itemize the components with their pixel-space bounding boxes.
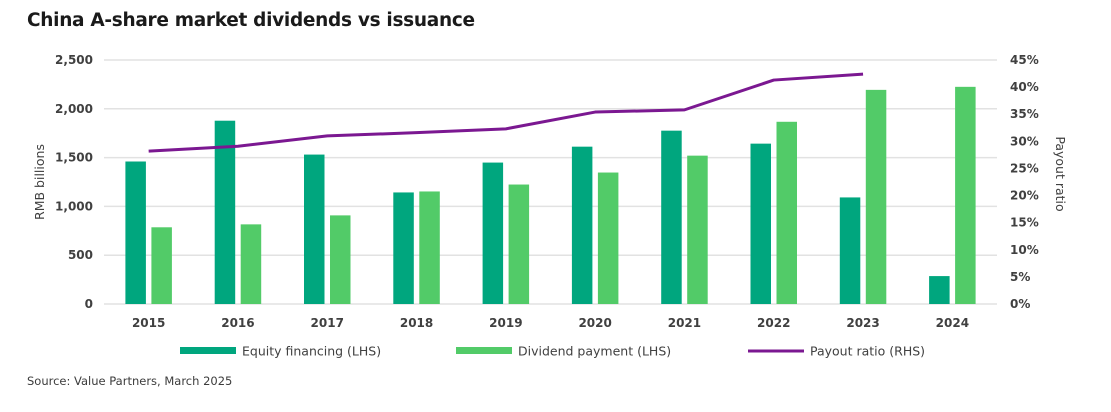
y-tick-left: 2,000 <box>55 102 93 116</box>
x-tick: 2020 <box>578 316 611 330</box>
legend-equity-label: Equity financing (LHS) <box>242 344 381 359</box>
x-tick: 2024 <box>936 316 969 330</box>
equity-bar <box>125 161 146 304</box>
legend-payout: Payout ratio (RHS) <box>748 344 925 359</box>
y-tick-left: 0 <box>85 297 93 311</box>
dividend-bar <box>330 215 351 304</box>
x-tick: 2021 <box>668 316 701 330</box>
y-axis-right-ticks: 0% 5% 10% 15% 20% 25% 30% 35% 40% 45% <box>1010 53 1039 311</box>
equity-bar <box>571 146 593 304</box>
x-tick: 2015 <box>132 316 165 330</box>
dividend-bar <box>240 224 262 304</box>
y-axis-left-ticks: 0 500 1,000 1,500 2,000 2,500 <box>55 53 93 311</box>
y-tick-left: 1,500 <box>55 151 93 165</box>
gridlines <box>104 59 997 305</box>
equity-bar <box>661 130 682 304</box>
dividend-bar <box>865 89 887 304</box>
legend-dividend-label: Dividend payment (LHS) <box>518 344 671 359</box>
bars <box>125 86 976 305</box>
y-tick-right: 0% <box>1010 297 1030 311</box>
equity-bar <box>214 120 236 304</box>
x-axis-ticks: 2015 2016 2017 2018 2019 2020 2021 2022 2023 2024 <box>132 316 969 330</box>
y-tick-right: 20% <box>1010 189 1039 203</box>
dividend-bar <box>508 184 530 304</box>
y-tick-left: 1,000 <box>55 199 93 213</box>
y-axis-left-label: RMB billions <box>32 144 47 220</box>
y-tick-right: 15% <box>1010 216 1039 230</box>
equity-bar <box>839 197 861 304</box>
legend-dividend: Dividend payment (LHS) <box>456 344 671 359</box>
y-tick-right: 10% <box>1010 243 1039 257</box>
y-tick-right: 40% <box>1010 80 1039 94</box>
x-tick: 2022 <box>757 316 790 330</box>
equity-bar <box>304 154 325 304</box>
legend-payout-label: Payout ratio (RHS) <box>810 344 925 359</box>
y-tick-left: 2,500 <box>55 53 93 67</box>
equity-bar <box>750 143 771 304</box>
y-tick-right: 35% <box>1010 107 1039 121</box>
dividend-bar <box>151 227 172 304</box>
y-axis-right-label: Payout ratio <box>1053 136 1068 211</box>
x-tick: 2023 <box>846 316 879 330</box>
dividend-bar <box>687 155 708 304</box>
y-tick-right: 5% <box>1010 270 1030 284</box>
dividend-bar <box>955 86 976 304</box>
x-tick: 2017 <box>311 316 344 330</box>
source-note: Source: Value Partners, March 2025 <box>27 374 233 388</box>
chart-title: China A-share market dividends vs issuan… <box>27 10 475 31</box>
legend: Equity financing (LHS) Dividend payment (… <box>180 344 925 359</box>
dividend-bar <box>597 172 619 304</box>
dividend-bar <box>419 191 440 304</box>
y-tick-right: 30% <box>1010 134 1039 148</box>
x-tick: 2018 <box>400 316 433 330</box>
legend-equity-swatch <box>180 347 236 354</box>
payout-ratio-line <box>148 72 864 153</box>
x-tick: 2019 <box>489 316 522 330</box>
y-tick-right: 45% <box>1010 53 1039 67</box>
dividend-bar <box>776 121 797 305</box>
y-tick-right: 25% <box>1010 161 1039 175</box>
payout-line <box>148 72 864 153</box>
legend-dividend-swatch <box>456 347 512 354</box>
equity-bar <box>482 162 504 304</box>
y-tick-left: 500 <box>68 248 93 262</box>
x-tick: 2016 <box>221 316 254 330</box>
equity-bar <box>393 192 414 304</box>
legend-equity: Equity financing (LHS) <box>180 344 381 359</box>
equity-bar <box>929 276 950 304</box>
